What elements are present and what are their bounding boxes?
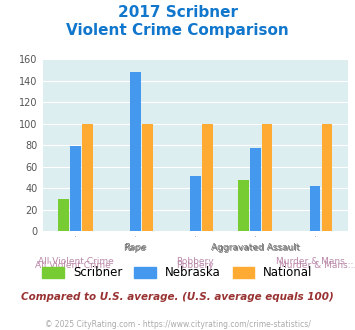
Bar — [310, 186, 320, 231]
Text: Murder & Mans...: Murder & Mans... — [276, 257, 354, 266]
Text: Violent Crime Comparison: Violent Crime Comparison — [66, 23, 289, 38]
Bar — [250, 148, 261, 231]
Bar — [130, 72, 141, 231]
Bar — [82, 124, 93, 231]
Bar — [190, 176, 201, 231]
Bar — [70, 146, 81, 231]
Text: Compared to U.S. average. (U.S. average equals 100): Compared to U.S. average. (U.S. average … — [21, 292, 334, 302]
Text: Robbery: Robbery — [176, 261, 214, 270]
Bar — [262, 124, 273, 231]
Bar — [202, 124, 213, 231]
Text: Rape: Rape — [123, 244, 146, 253]
Text: Robbery: Robbery — [176, 257, 214, 266]
Legend: Scribner, Nebraska, National: Scribner, Nebraska, National — [38, 262, 317, 284]
Text: Rape: Rape — [124, 243, 147, 251]
Text: Murder & Mans...: Murder & Mans... — [279, 261, 355, 270]
Text: Aggravated Assault: Aggravated Assault — [212, 244, 301, 253]
Bar — [142, 124, 153, 231]
Bar — [322, 124, 332, 231]
Text: All Violent Crime: All Violent Crime — [35, 261, 111, 270]
Text: Aggravated Assault: Aggravated Assault — [211, 243, 299, 251]
Bar — [58, 199, 69, 231]
Bar — [238, 180, 248, 231]
Text: 2017 Scribner: 2017 Scribner — [118, 5, 237, 20]
Text: All Violent Crime: All Violent Crime — [38, 257, 113, 266]
Text: © 2025 CityRating.com - https://www.cityrating.com/crime-statistics/: © 2025 CityRating.com - https://www.city… — [45, 320, 310, 329]
